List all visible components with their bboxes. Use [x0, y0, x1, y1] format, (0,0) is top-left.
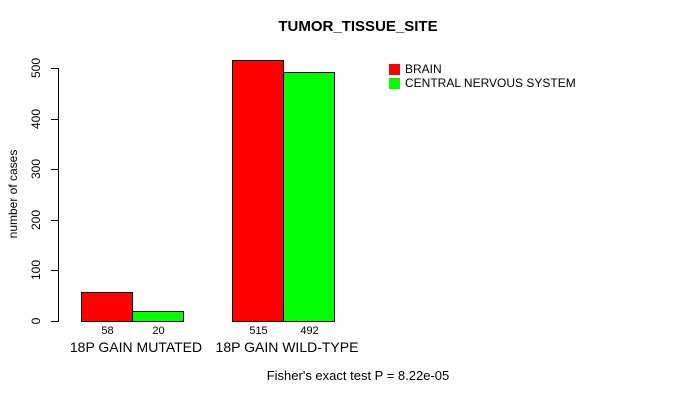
- bar-value-label-brain-18p-gain-mutated: 58: [101, 325, 114, 337]
- legend-swatch-brain-icon: [389, 64, 400, 75]
- y-tick-label-500: 500: [29, 57, 43, 79]
- y-tick-100: [51, 270, 58, 271]
- y-tick-500: [51, 68, 58, 69]
- bar-value-label-central-nervous-system-18p-gain-mutated: 20: [152, 325, 165, 337]
- category-label-18p-gain-mutated: 18P GAIN MUTATED: [69, 339, 203, 355]
- fisher-test-annotation: Fisher's exact test P = 8.22e-05: [266, 368, 450, 383]
- chart-title: TUMOR_TISSUE_SITE: [278, 18, 438, 35]
- bar-value-label-central-nervous-system-18p-gain-wild-type: 492: [300, 325, 319, 337]
- y-tick-200: [51, 220, 58, 221]
- legend-label-brain: BRAIN: [405, 62, 442, 76]
- bar-central-nervous-system-18p-gain-wild-type: [283, 72, 335, 322]
- y-axis-line: [58, 68, 59, 322]
- legend: BRAIN CENTRAL NERVOUS SYSTEM: [389, 63, 576, 91]
- legend-item-brain: BRAIN: [389, 63, 576, 76]
- bar-central-nervous-system-18p-gain-mutated: [132, 311, 184, 322]
- category-label-18p-gain-wild-type: 18P GAIN WILD-TYPE: [215, 339, 359, 355]
- bar-brain-18p-gain-mutated: [81, 292, 133, 322]
- y-tick-label-200: 200: [29, 209, 43, 231]
- legend-label-central-nervous-system: CENTRAL NERVOUS SYSTEM: [405, 76, 576, 90]
- y-tick-label-300: 300: [29, 158, 43, 180]
- legend-swatch-central-nervous-system-icon: [389, 78, 400, 89]
- y-tick-0: [51, 321, 58, 322]
- legend-item-central-nervous-system: CENTRAL NERVOUS SYSTEM: [389, 77, 576, 90]
- y-tick-400: [51, 119, 58, 120]
- y-tick-300: [51, 169, 58, 170]
- bar-value-label-brain-18p-gain-wild-type: 515: [249, 325, 268, 337]
- bar-brain-18p-gain-wild-type: [232, 60, 284, 322]
- y-tick-label-100: 100: [29, 259, 43, 281]
- y-tick-label-400: 400: [29, 108, 43, 130]
- y-tick-label-0: 0: [29, 317, 43, 325]
